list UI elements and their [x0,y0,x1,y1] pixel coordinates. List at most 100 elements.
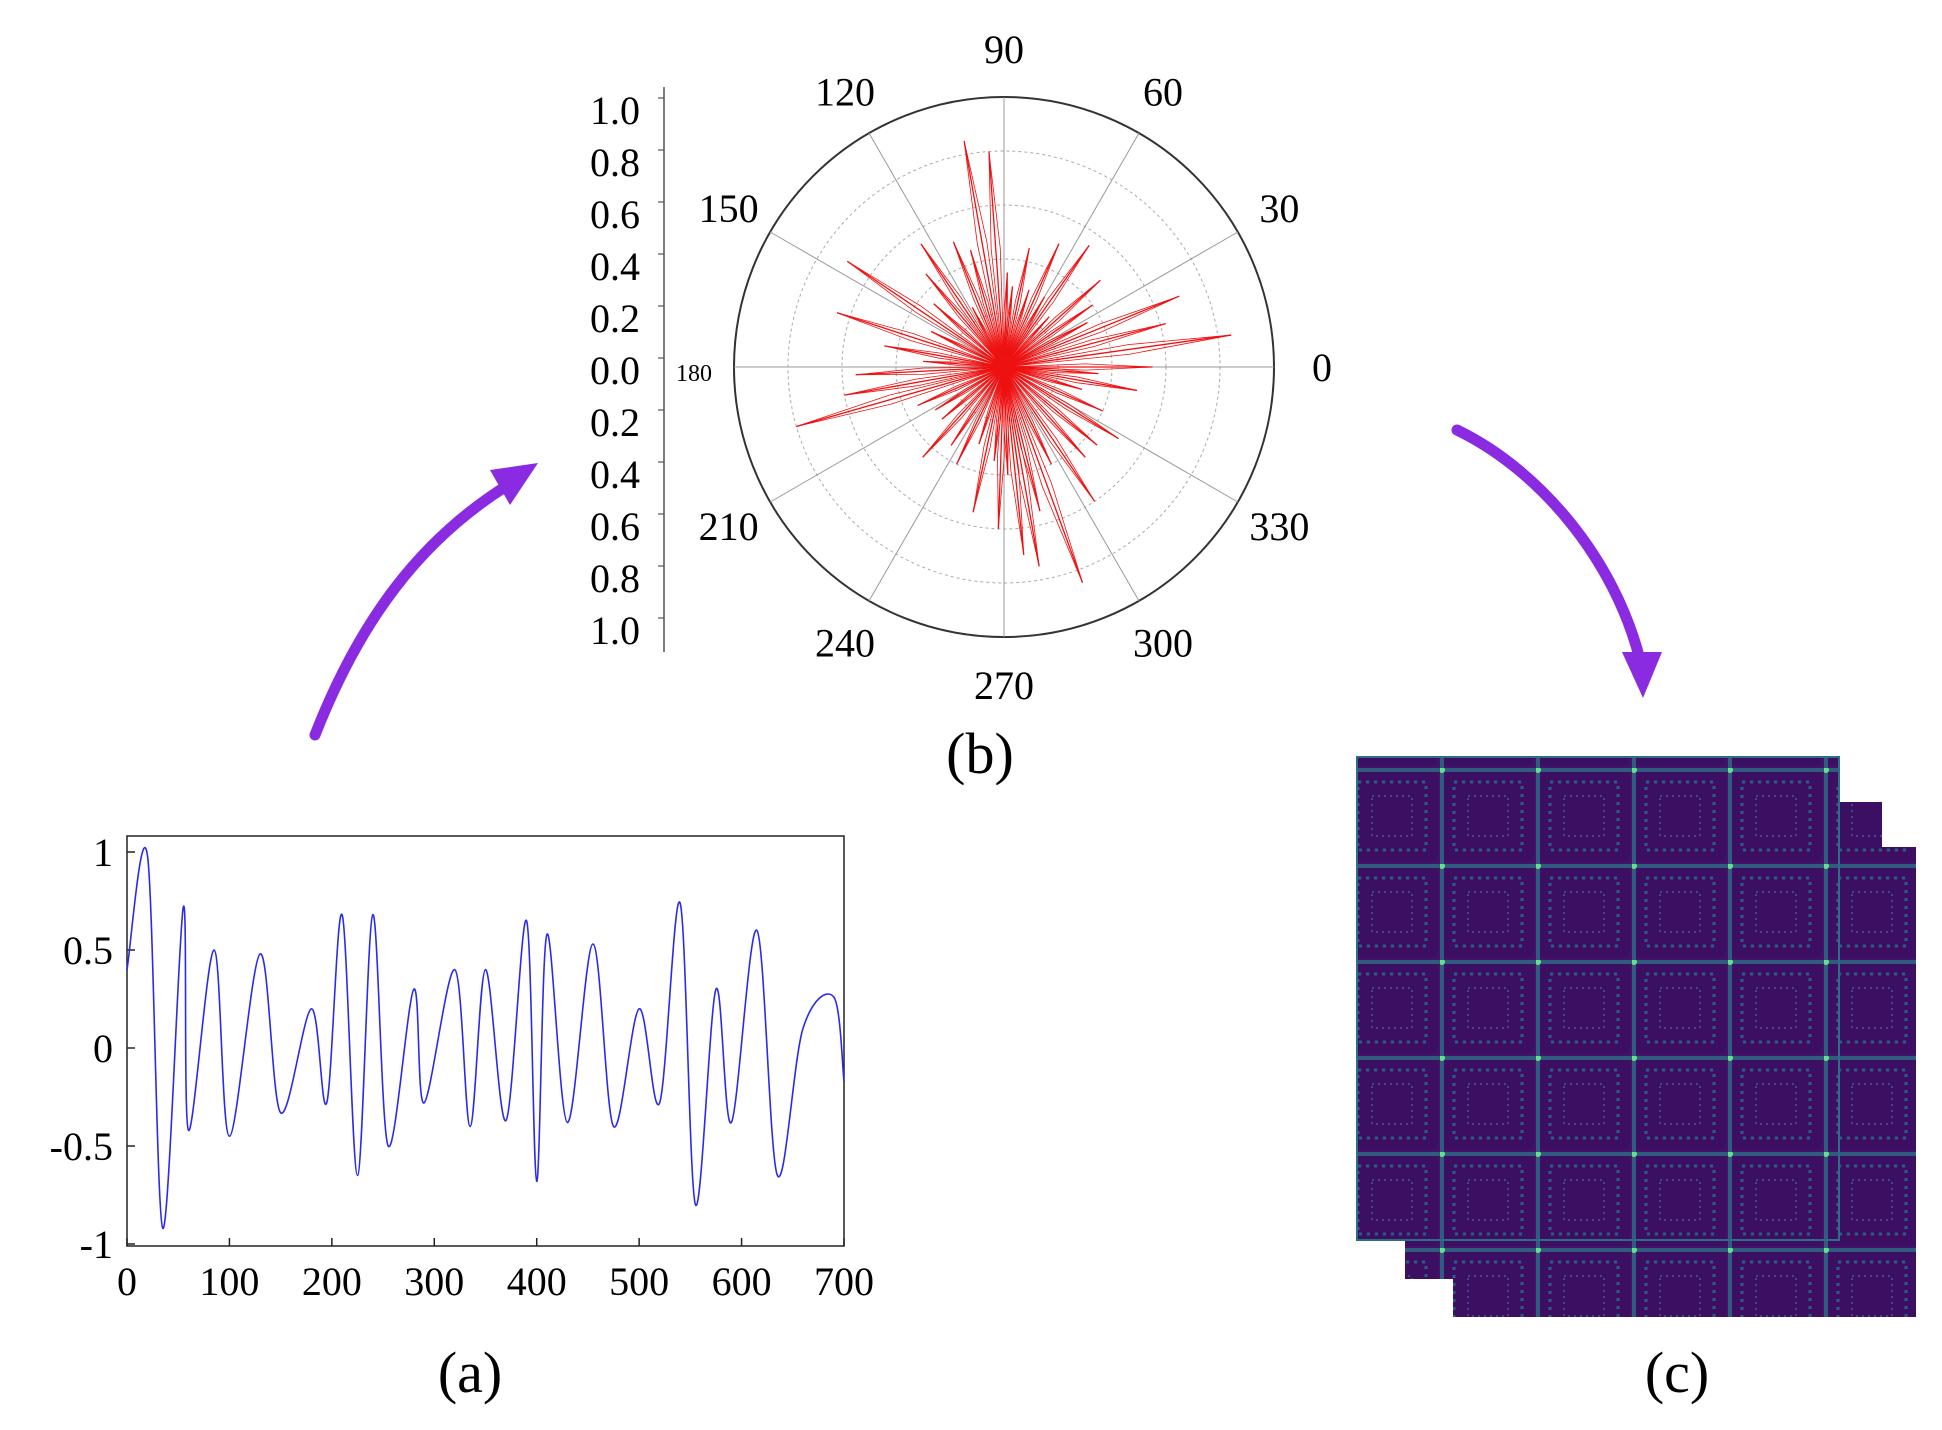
b-data-spoke [1003,366,1040,567]
b-data-petal [1003,323,1166,368]
b-data-petal [1003,366,1040,567]
b-data-spoke [1003,295,1180,368]
b-data-petal [941,366,1005,420]
b-data-petal [971,307,1005,368]
b-data-spoke [941,366,1005,420]
b-data-spoke [1003,366,1103,412]
b-data-spoke [1003,366,1041,512]
b-data-spoke [1003,366,1009,475]
b-data-petal [953,241,1005,368]
b-data-spoke [1003,289,1030,368]
b-data-spoke [884,345,1005,368]
b-data-petal [978,366,1005,445]
image-layer-1-edge [1356,756,1840,1241]
b-data-spoke [1003,366,1052,465]
chart-a-frame [126,835,845,1247]
b-data-petal [920,243,1005,368]
b-data-petal [1003,272,1009,368]
b-radial-tick-label: 0.0 [590,348,640,393]
b-data-petal [847,260,1005,368]
b-angle-label: 270 [974,663,1034,708]
a-x-tick-label: 0 [117,1259,137,1304]
b-data-petal [1003,366,1138,391]
b-data-spoke [1003,366,1138,392]
b-angle-label: 60 [1143,70,1183,115]
flow-arrow-a-to-b [309,463,538,741]
b-data-petal [956,366,1005,465]
b-data-petal [1003,248,1030,368]
b-data-petal [935,366,1005,411]
a-y-tick-label: -0.5 [50,1124,113,1169]
chart-a-series-line [126,846,845,1230]
a-x-tick-label: 300 [404,1259,464,1304]
b-data-spoke [993,366,1005,462]
b-data-petal [1003,245,1090,368]
chart-b-radial-axis: 1.0 0.8 0.6 0.4 0.2 0.0 0.2 0.4 0.6 0.8 1.0 [590,87,665,653]
b-angle-label: 90 [984,27,1024,72]
a-y-tick-label: 1 [93,830,113,875]
b-data-spoke [1003,366,1084,583]
b-data-petal [1003,366,1098,446]
chart-a: 1 0.5 0 -0.5 -1 0 100 200 300 400 500 600 700 (a) [50,830,874,1405]
b-radial-tick-label: 0.2 [590,400,640,445]
panel-c-image-stack: (c) [1356,756,1916,1405]
b-data-petal [923,360,1005,368]
b-data-spoke [844,366,1005,396]
b-data-spoke [997,366,1005,529]
a-y-tick-label: 0 [93,1026,113,1071]
b-data-petal [972,366,1005,513]
b-radial-tick-label: 0.4 [590,244,640,289]
b-data-petal [855,366,1005,376]
caption-a: (a) [438,1340,502,1405]
b-data-spoke [969,250,1005,368]
b-radial-tick-label: 1.0 [590,88,640,133]
chart-a-y-ticks: 1 0.5 0 -0.5 -1 [50,830,135,1267]
b-data-petal [1003,366,1083,583]
b-data-spoke [956,366,1005,465]
b-data-petal [997,366,1005,529]
b-data-spoke [972,366,1005,513]
b-data-petal [1003,295,1180,368]
a-x-tick-label: 500 [609,1259,669,1304]
b-angle-label: 210 [699,504,759,549]
b-data-spoke [1003,279,1101,368]
b-data-petal [1003,366,1086,458]
image-layer-1 [1357,757,1839,1240]
b-angle-label: 30 [1259,186,1299,231]
b-data-petal [1003,334,1232,368]
b-data-petal [1003,366,1082,390]
b-data-petal [931,331,1005,368]
b-data-petal [988,151,1005,368]
b-data-spoke [934,366,1005,411]
b-data-petal [1003,296,1045,368]
b-data-spoke [920,243,1005,368]
b-data-spoke [836,312,1005,368]
b-data-petal [970,250,1005,368]
b-data-spoke [963,140,1005,368]
b-data-spoke [1003,323,1166,368]
b-data-petal [1003,366,1119,439]
b-data-petal [884,345,1005,368]
b-data-petal [933,303,1005,368]
b-data-petal [844,366,1005,396]
a-y-tick-label: 0.5 [63,928,113,973]
a-x-tick-label: 400 [507,1259,567,1304]
b-data-petal [963,140,1005,368]
b-angle-label: 240 [815,620,875,665]
b-data-spoke [1003,366,1096,502]
b-grid-spoke [868,132,1005,368]
b-data-petal [1003,366,1095,502]
b-data-petal [1003,279,1101,368]
b-angle-label: 120 [815,70,875,115]
b-data-spoke [846,260,1005,368]
b-data-spoke [855,366,1005,376]
b-data-spoke [952,241,1005,368]
b-radial-tick-label: 0.6 [590,504,640,549]
b-data-petal [1003,322,1088,368]
b-angle-label: 0 [1312,345,1332,390]
b-angle-label: 300 [1133,620,1193,665]
chart-b-spokes [796,140,1232,583]
a-x-tick-label: 600 [712,1259,772,1304]
chart-a-x-ticks: 0 100 200 300 400 500 600 700 [117,1238,874,1304]
